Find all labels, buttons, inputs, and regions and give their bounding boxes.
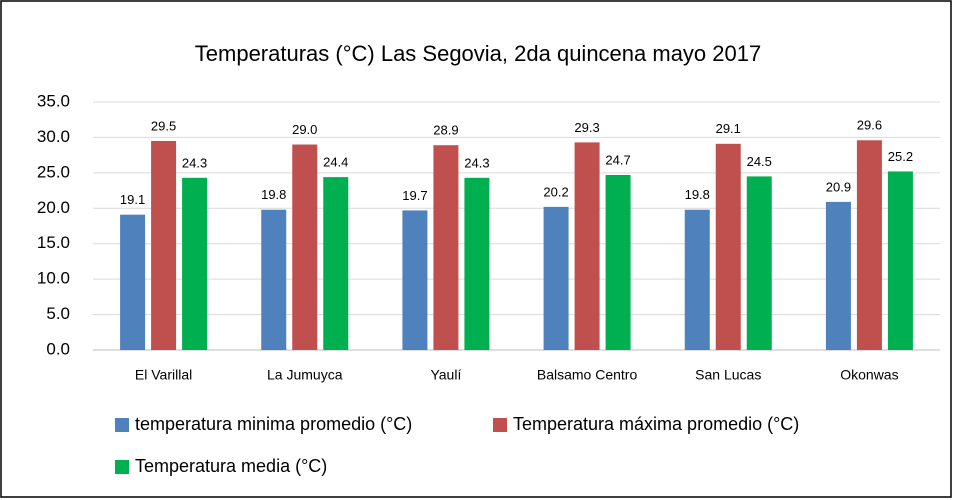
y-tick-label: 20.0 [37,198,70,217]
data-label: 19.8 [261,187,286,202]
legend-swatch [493,418,507,432]
x-tick-label: La Jumuyca [267,367,343,383]
legend-label: Temperatura máxima promedio (°C) [513,414,799,434]
x-tick-label: San Lucas [695,367,761,383]
bar [746,176,772,350]
bar [464,177,490,350]
data-label: 29.5 [151,118,176,133]
bar [543,206,569,350]
x-tick-label: El Varillal [135,367,192,383]
bar [605,174,631,350]
bar [887,171,913,350]
data-label: 29.1 [716,121,741,136]
y-tick-label: 25.0 [37,162,70,181]
bar [684,209,710,350]
data-label: 19.8 [685,187,710,202]
legend-swatch [115,460,129,474]
legend-swatch [115,418,129,432]
bar [856,140,882,350]
chart-title: Temperaturas (°C) Las Segovia, 2da quinc… [195,41,761,66]
y-tick-label: 10.0 [37,269,70,288]
bar [402,210,428,350]
data-label: 20.2 [543,184,568,199]
y-tick-label: 30.0 [37,127,70,146]
bar [261,209,287,350]
data-label: 20.9 [826,179,851,194]
y-tick-label: 15.0 [37,233,70,252]
data-label: 24.7 [605,152,630,167]
data-label: 19.1 [120,192,145,207]
x-tick-label: Balsamo Centro [537,367,638,383]
bar [323,177,349,350]
data-label: 19.7 [402,188,427,203]
y-tick-label: 0.0 [46,339,70,358]
data-label: 29.6 [857,118,882,133]
data-label: 29.0 [292,122,317,137]
bar [182,177,208,350]
data-label: 24.5 [747,154,772,169]
bar [433,145,459,350]
x-tick-label: Yaulí [430,367,461,383]
data-label: 28.9 [433,123,458,138]
legend-label: Temperatura media (°C) [135,456,327,476]
data-label: 24.3 [464,155,489,170]
y-tick-label: 5.0 [46,304,70,323]
y-tick-label: 35.0 [37,91,70,110]
bar [825,201,851,350]
x-tick-label: Okonwas [840,367,898,383]
bar [715,143,741,350]
bar [574,142,600,350]
bar [292,144,318,350]
data-label: 29.3 [574,120,599,135]
data-label: 25.2 [888,149,913,164]
bar [151,140,177,350]
legend-label: temperatura minima promedio (°C) [135,414,412,434]
bar [120,214,146,350]
data-label: 24.3 [182,155,207,170]
data-label: 24.4 [323,155,348,170]
